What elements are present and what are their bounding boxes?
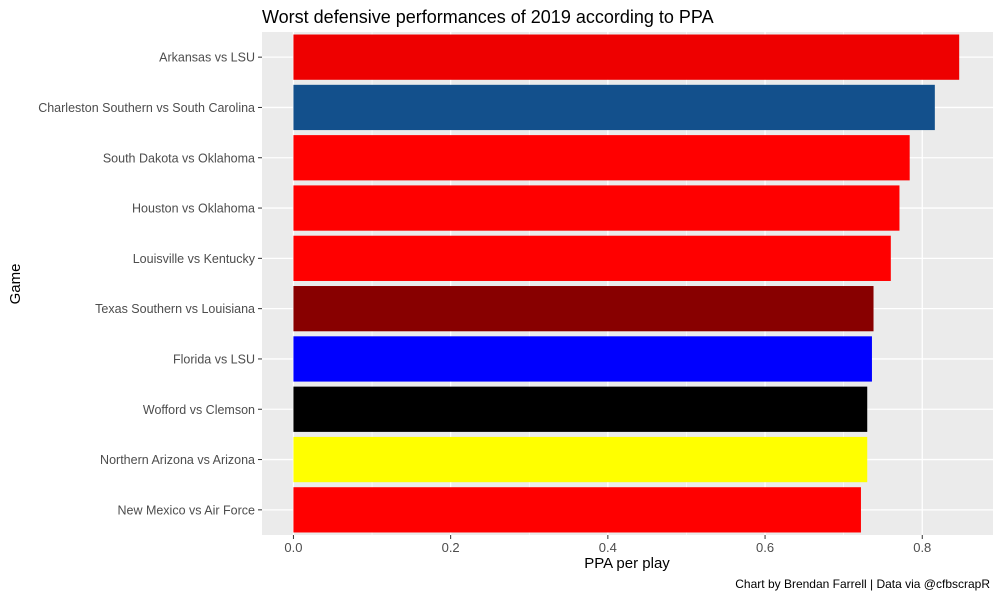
y-tick-label: Texas Southern vs Louisiana bbox=[95, 302, 255, 316]
y-tick-label: Florida vs LSU bbox=[173, 352, 255, 366]
y-tick-label: Charleston Southern vs South Carolina bbox=[38, 101, 255, 115]
x-tick-label: 0.0 bbox=[284, 540, 302, 555]
bar bbox=[293, 436, 868, 483]
y-tick-label: Louisville vs Kentucky bbox=[133, 252, 256, 266]
bar bbox=[293, 336, 872, 382]
chart-title: Worst defensive performances of 2019 acc… bbox=[262, 7, 714, 27]
bar bbox=[293, 286, 874, 332]
bar bbox=[293, 185, 900, 231]
bar bbox=[293, 386, 868, 432]
x-tick-label: 0.8 bbox=[913, 540, 931, 555]
y-tick-label: Houston vs Oklahoma bbox=[132, 202, 255, 216]
x-tick-label: 0.4 bbox=[599, 540, 617, 555]
y-tick-label: Northern Arizona vs Arizona bbox=[100, 453, 255, 467]
y-axis-label: Game bbox=[7, 264, 24, 305]
x-axis-label: PPA per play bbox=[584, 555, 670, 572]
y-tick-label: New Mexico vs Air Force bbox=[117, 503, 255, 517]
y-tick-label: South Dakota vs Oklahoma bbox=[103, 151, 255, 165]
bar bbox=[293, 235, 891, 281]
y-tick-label: Arkansas vs LSU bbox=[159, 51, 255, 65]
x-tick-label: 0.6 bbox=[756, 540, 774, 555]
bar bbox=[293, 487, 861, 533]
y-tick-label: Wofford vs Clemson bbox=[143, 403, 255, 417]
bar bbox=[293, 84, 935, 131]
bar bbox=[293, 34, 960, 80]
chart-caption: Chart by Brendan Farrell | Data via @cfb… bbox=[735, 577, 990, 591]
bar bbox=[293, 135, 910, 181]
x-tick-label: 0.2 bbox=[442, 540, 460, 555]
